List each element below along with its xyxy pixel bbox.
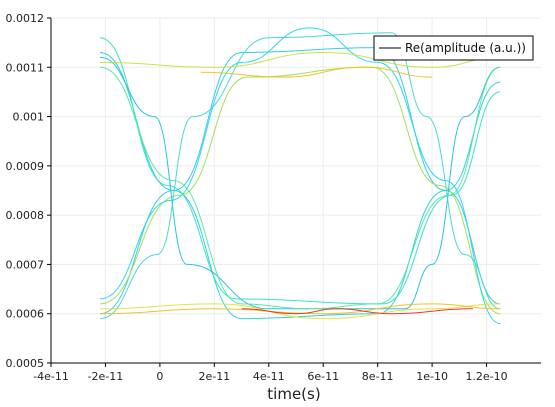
- y-tick-label: 0.0011: [6, 61, 45, 74]
- series-trace-3: [99, 37, 501, 305]
- x-tick-label: 8e-11: [362, 370, 394, 383]
- y-tick-label: 0.0006: [6, 308, 45, 321]
- axes: [47, 17, 541, 367]
- series-trace-10: [99, 303, 501, 315]
- series-traces: [99, 27, 501, 325]
- y-tick-label: 0.0007: [6, 258, 45, 271]
- x-tick-label: -2e-11: [88, 370, 124, 383]
- series-trace-7: [99, 66, 501, 310]
- tick-labels: -4e-11 -2e-11 0 2e-11 4e-11 6e-11 8e-11 1e-10 1.…: [6, 12, 508, 383]
- legend-entry-label: Re(amplitude (a.u.)): [405, 41, 526, 55]
- y-tick-label: 0.0005: [6, 357, 45, 370]
- y-tick-label: 0.0009: [6, 160, 45, 173]
- legend: Re(amplitude (a.u.)): [373, 35, 534, 61]
- series-trace-11: [241, 308, 473, 315]
- x-tick-label: -4e-11: [33, 370, 69, 383]
- series-trace-8: [99, 27, 501, 325]
- x-tick-label: 1.2e-10: [465, 370, 507, 383]
- x-tick-label: 0: [156, 370, 163, 383]
- x-tick-label: 6e-11: [307, 370, 339, 383]
- y-tick-label: 0.0008: [6, 209, 45, 222]
- series-trace-6: [99, 32, 501, 320]
- grid-lines: [50, 17, 541, 364]
- x-tick-label: 2e-11: [198, 370, 230, 383]
- series-trace-2: [99, 47, 501, 315]
- y-tick-label: 0.001: [13, 111, 45, 124]
- x-axis-title: time(s): [267, 385, 320, 403]
- y-tick-label: 0.0012: [6, 12, 45, 25]
- series-trace-12: [99, 51, 501, 68]
- x-tick-label: 4e-11: [253, 370, 285, 383]
- x-tick-label: 1e-10: [416, 370, 448, 383]
- series-trace-9: [99, 303, 501, 320]
- series-trace-13: [200, 66, 433, 78]
